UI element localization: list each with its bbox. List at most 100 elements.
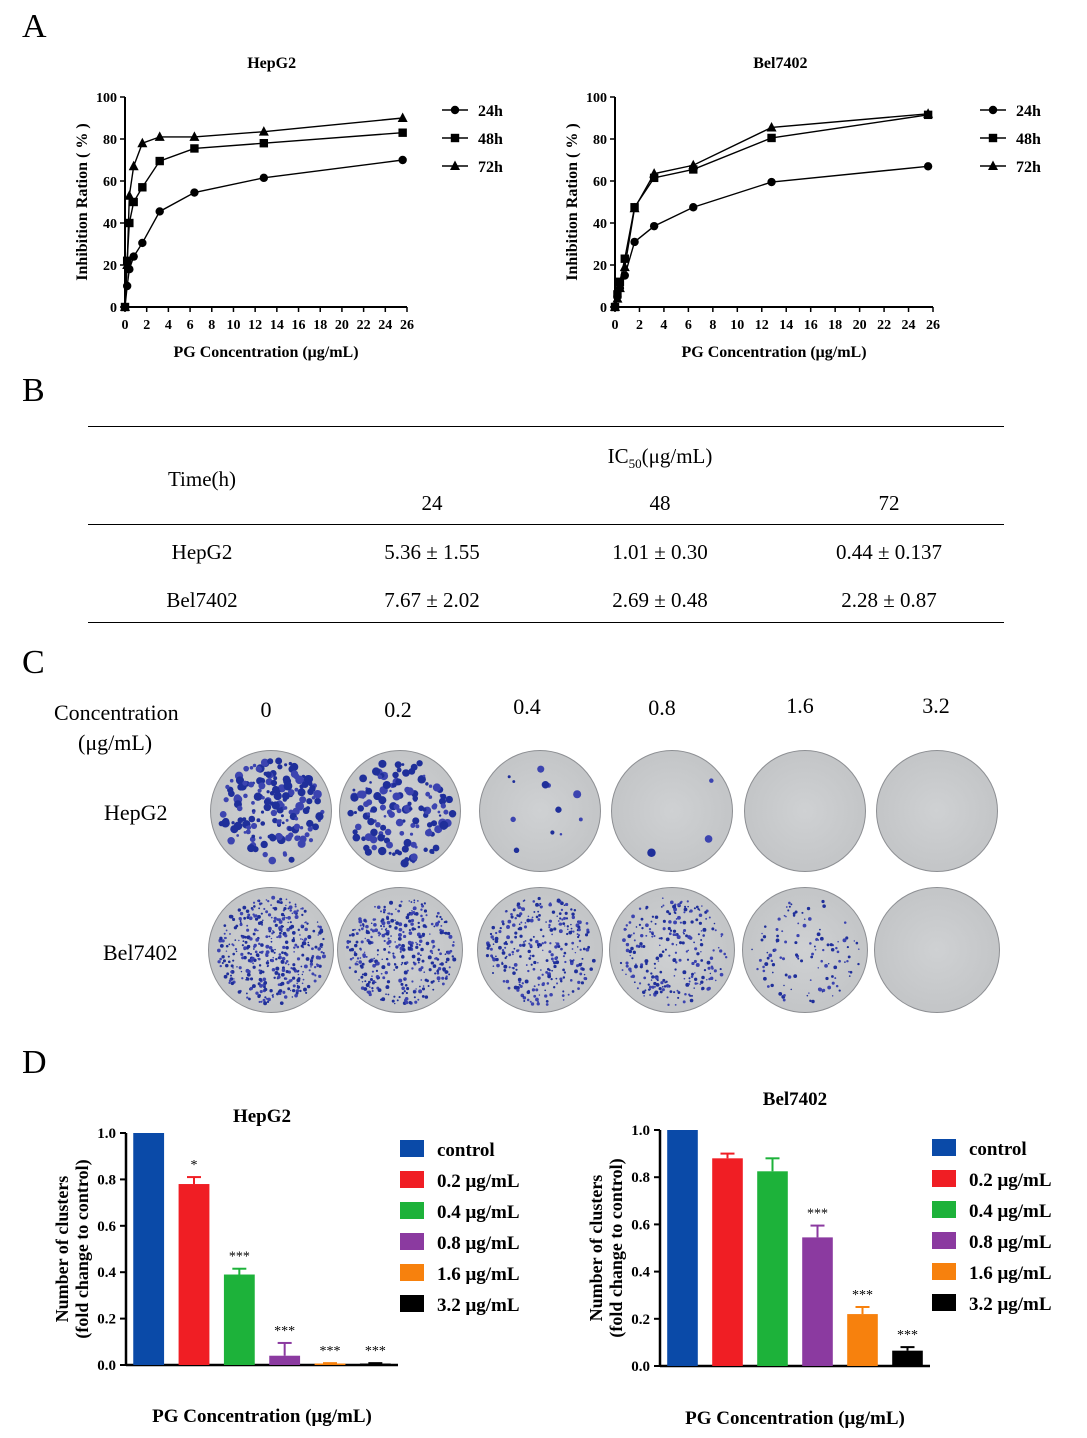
colony-spot <box>571 941 575 945</box>
colony-spot <box>535 915 539 919</box>
colony-spot <box>395 965 399 969</box>
colony-spot <box>686 900 689 903</box>
colony-spot <box>410 922 414 926</box>
colony-spot <box>388 851 392 855</box>
colony-spot <box>269 989 273 993</box>
colony-spot <box>257 788 262 793</box>
colony-spot <box>417 998 420 1001</box>
colony-spot <box>223 932 226 935</box>
colony-spot <box>235 950 238 953</box>
colony-spot <box>289 979 293 982</box>
colony-spot <box>431 952 434 955</box>
colony-spot <box>544 989 547 992</box>
colony-spot <box>238 966 242 970</box>
colony-spot <box>379 910 383 913</box>
colony-spot <box>371 844 377 851</box>
colony-spot <box>417 961 420 964</box>
colony-spot <box>315 955 320 960</box>
colony-spot <box>291 989 296 993</box>
colony-spot <box>283 907 287 911</box>
colony-spot <box>829 943 833 947</box>
colony-spot <box>556 982 559 985</box>
colony-spot <box>415 824 420 829</box>
colony-spot <box>676 989 679 992</box>
colony-spot <box>285 834 292 842</box>
colony-spot <box>784 973 788 977</box>
colony-spot <box>422 807 427 812</box>
colony-spot <box>411 909 413 912</box>
colony-spot <box>412 795 419 802</box>
colony-spot <box>625 961 629 965</box>
x-tick-label: 12 <box>248 318 262 333</box>
series-72h: 72h <box>120 112 503 311</box>
colony-spot <box>289 909 293 912</box>
colony-spot <box>388 945 391 948</box>
colony-spot <box>394 849 400 855</box>
colony-spot <box>836 950 840 954</box>
colony-spot <box>491 956 494 959</box>
x-tick-label: 18 <box>828 318 842 333</box>
y-tick-label: 0.6 <box>631 1217 650 1233</box>
colony-spot <box>381 965 386 970</box>
colony-spot <box>365 983 370 988</box>
colony-spot <box>248 997 251 1001</box>
significance-label: *** <box>897 1328 918 1343</box>
colony-spot <box>437 967 442 971</box>
colony-spot <box>830 947 835 952</box>
colony-spot <box>273 976 276 979</box>
colony-spot <box>504 941 508 944</box>
colony-spot <box>238 916 242 921</box>
colony-spot <box>504 956 507 960</box>
colony-spot <box>638 945 641 948</box>
colony-spot <box>289 921 292 924</box>
data-point-square <box>190 144 199 153</box>
colony-spot <box>292 967 296 971</box>
colony-spot <box>370 806 378 813</box>
x-tick-label: 10 <box>226 318 240 333</box>
data-point-circle <box>155 207 164 216</box>
colony-spot <box>317 934 319 936</box>
legend-label: 0.2 μg/mL <box>969 1170 1052 1191</box>
colony-spot <box>787 975 792 979</box>
colony-spot <box>365 955 368 958</box>
colony-spot <box>645 923 649 928</box>
colony-spot <box>297 788 306 797</box>
colony-spot <box>246 977 250 981</box>
colony-spot <box>257 899 260 902</box>
colony-spot <box>649 988 652 991</box>
colony-spot <box>345 945 349 949</box>
colony-spot <box>438 814 442 817</box>
colony-spot <box>821 899 825 904</box>
colony-spot <box>628 949 633 954</box>
colony-spot <box>576 946 579 948</box>
colony-spot <box>567 993 570 996</box>
colony-spot <box>303 987 307 992</box>
colony-spot <box>694 977 698 981</box>
colony-spot <box>291 912 294 915</box>
colony-spot <box>375 821 381 828</box>
colony-spot <box>566 928 569 931</box>
colony-spot <box>647 983 650 986</box>
colony-spot <box>227 837 235 845</box>
colony-spot <box>560 947 563 951</box>
colony-spot <box>289 989 292 992</box>
colony-spot <box>537 1001 539 1003</box>
colony-spot <box>494 939 499 944</box>
data-point-square <box>649 173 659 183</box>
colony-spot <box>422 985 425 987</box>
colony-spot <box>550 977 553 981</box>
colony-spot <box>346 941 350 944</box>
colony-spot <box>712 949 715 952</box>
colony-spot <box>401 961 404 964</box>
colony-spot <box>553 986 556 989</box>
colony-spot <box>577 987 580 991</box>
colony-spot <box>855 941 859 945</box>
colony-spot <box>662 978 666 982</box>
colony-spot <box>416 899 419 902</box>
colony-spot <box>302 978 305 981</box>
colony-spot <box>313 965 317 969</box>
colony-spot <box>377 931 381 935</box>
y-tick-label: 100 <box>586 91 607 106</box>
colony-spot <box>533 960 537 965</box>
colony-spot <box>629 954 631 957</box>
